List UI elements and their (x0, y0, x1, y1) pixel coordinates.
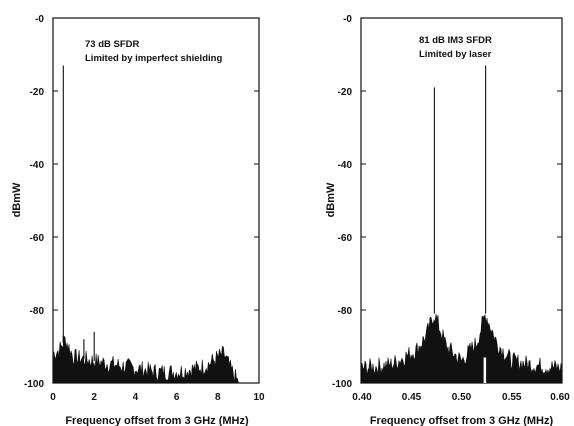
right-ytick-label: -20 (338, 87, 353, 98)
left-xtick-label: 8 (215, 392, 221, 403)
right-annotation-im3-sfdr: 81 dB IM3 SFDR (419, 35, 492, 46)
right-xtick-label: 0.60 (550, 392, 570, 403)
right-xtick-label: 0.55 (502, 392, 522, 403)
left-ytick-label: -0 (35, 14, 44, 25)
left-ticks (52, 17, 260, 384)
left-xtick-label: 2 (91, 392, 97, 403)
left-plot-frame (52, 17, 260, 384)
right-annotation-laser: Limited by laser (419, 49, 492, 60)
left-ytick-label: -60 (30, 233, 45, 244)
right-noise-gap (483, 357, 487, 383)
right-plot-frame (360, 17, 563, 384)
right-y-axis-title: dBmW (325, 182, 337, 217)
right-x-axis-title: Frequency offset from 3 GHz (MHz) (370, 415, 554, 426)
right-xtick-label: 0.45 (402, 392, 422, 403)
left-ytick-label: -80 (30, 306, 45, 317)
left-annotation-shielding: Limited by imperfect shielding (85, 53, 222, 64)
left-ytick-label: -40 (30, 160, 45, 171)
left-panel: -0 -20 -40 -60 -80 -100 0 2 4 6 8 10 Fre… (11, 14, 265, 426)
left-ytick-label: -20 (30, 87, 45, 98)
right-ytick-label: -80 (338, 306, 353, 317)
right-panel: -0 -20 -40 -60 -80 -100 0.40 0.45 0.50 0… (325, 14, 570, 426)
left-ytick-label: -100 (24, 379, 44, 390)
right-series (360, 65, 563, 384)
right-xtick-label: 0.50 (452, 392, 472, 403)
left-xtick-label: 6 (174, 392, 180, 403)
left-noise-floor (52, 335, 239, 384)
right-ytick-label: -100 (332, 379, 352, 390)
right-ticks (360, 17, 563, 384)
right-ytick-label: -60 (338, 233, 353, 244)
left-x-axis-title: Frequency offset from 3 GHz (MHz) (65, 415, 249, 426)
right-ytick-label: -0 (343, 14, 352, 25)
right-ytick-label: -40 (338, 160, 353, 171)
left-y-axis-title: dBmW (11, 182, 23, 217)
left-series (52, 65, 239, 384)
right-xtick-label: 0.40 (352, 392, 372, 403)
right-noise-floor (360, 313, 563, 384)
left-xtick-label: 10 (253, 392, 265, 403)
left-xtick-label: 0 (50, 392, 56, 403)
left-annotation-sfdr: 73 dB SFDR (85, 39, 140, 50)
left-xtick-label: 4 (133, 392, 139, 403)
